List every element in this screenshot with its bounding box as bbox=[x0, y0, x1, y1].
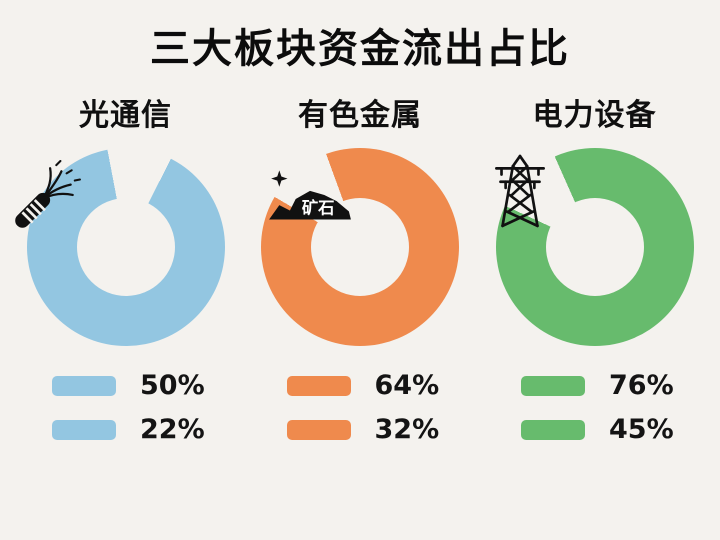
donut-wrap: 矿石 bbox=[261, 148, 459, 346]
ore-icon: 矿石 bbox=[265, 168, 355, 226]
sector-label: 有色金属 bbox=[298, 98, 422, 133]
donut-chart-metals bbox=[261, 148, 459, 346]
donut-chart-optical bbox=[26, 148, 225, 346]
legend-item: 32% bbox=[286, 414, 440, 445]
legend: 76% 45% bbox=[479, 370, 674, 445]
sector-label: 电力设备 bbox=[532, 98, 657, 133]
chart-column-optical: 光通信 bbox=[10, 82, 241, 445]
legend-value: 22% bbox=[140, 414, 205, 445]
legend-value: 45% bbox=[609, 414, 674, 445]
donut-wrap bbox=[14, 148, 225, 346]
chart-columns: 光通信 bbox=[0, 82, 720, 445]
legend: 50% 22% bbox=[10, 370, 205, 445]
legend-value: 50% bbox=[140, 370, 205, 401]
legend: 64% 32% bbox=[245, 370, 440, 445]
legend-swatch bbox=[286, 375, 351, 396]
page-title: 三大板块资金流出占比 bbox=[150, 26, 570, 72]
legend-swatch bbox=[286, 419, 351, 440]
chart-column-metals: 有色金属 矿石 64% bbox=[245, 82, 476, 445]
legend-swatch bbox=[521, 419, 585, 440]
donut-wrap bbox=[494, 148, 694, 346]
legend-item: 45% bbox=[521, 414, 674, 445]
legend-value: 32% bbox=[374, 414, 440, 445]
legend-item: 64% bbox=[286, 370, 440, 401]
legend-swatch bbox=[521, 375, 585, 396]
legend-swatch bbox=[52, 375, 116, 396]
chart-column-power: 电力设备 bbox=[479, 82, 710, 445]
ore-icon-label: 矿石 bbox=[302, 198, 335, 217]
legend-item: 50% bbox=[52, 370, 205, 401]
legend-item: 76% bbox=[521, 370, 674, 401]
legend-swatch bbox=[52, 419, 116, 440]
fiber-optic-icon bbox=[9, 160, 81, 236]
legend-value: 64% bbox=[374, 370, 440, 401]
power-tower-icon bbox=[484, 154, 556, 230]
legend-item: 22% bbox=[52, 414, 205, 445]
legend-value: 76% bbox=[609, 370, 674, 401]
sector-label: 光通信 bbox=[79, 98, 172, 133]
